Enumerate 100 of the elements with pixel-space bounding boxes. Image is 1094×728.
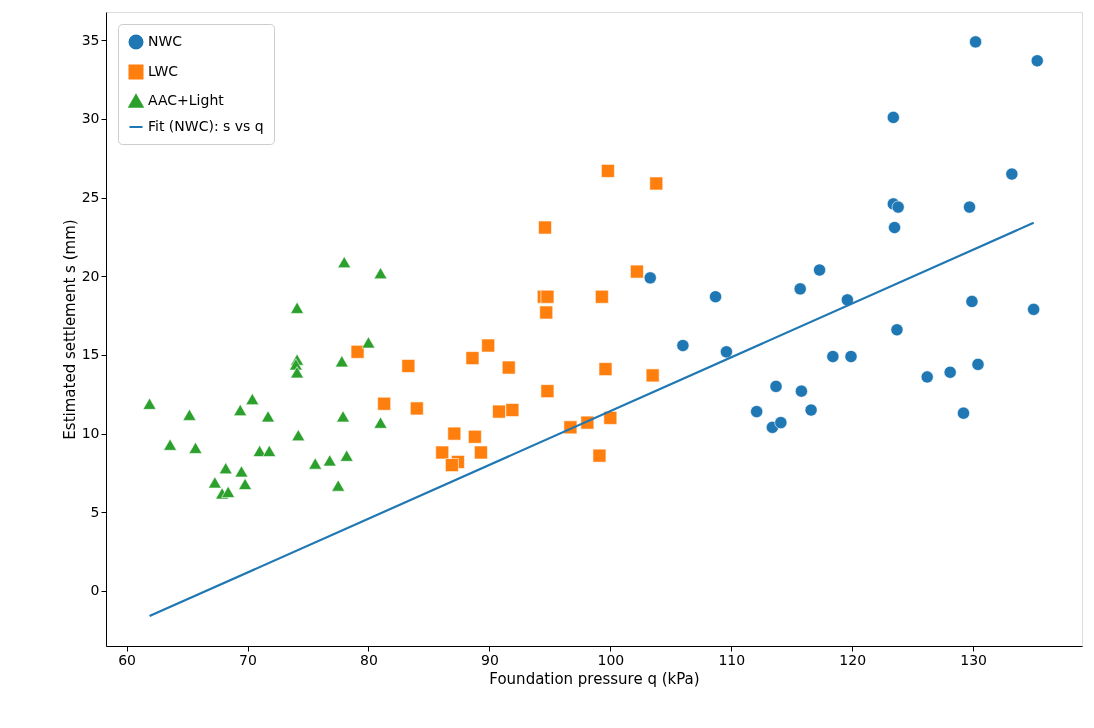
point <box>957 406 970 420</box>
point <box>233 404 248 416</box>
y-tick-label: 30 <box>81 110 100 127</box>
point <box>969 35 982 49</box>
point <box>465 351 480 365</box>
legend-label: AAC+Light <box>148 92 225 108</box>
point <box>322 454 337 467</box>
point <box>290 366 304 379</box>
point <box>794 384 808 398</box>
point <box>971 357 985 371</box>
point <box>886 110 900 124</box>
point <box>252 444 267 457</box>
x-tick-label: 60 <box>118 651 136 668</box>
point <box>750 405 764 418</box>
point <box>774 416 788 430</box>
point <box>965 295 979 308</box>
point <box>890 323 904 337</box>
point <box>262 444 277 457</box>
y-tick-label: 5 <box>90 503 100 520</box>
point <box>595 289 609 304</box>
point <box>331 479 346 492</box>
point <box>474 445 488 460</box>
point <box>182 408 197 421</box>
point <box>920 370 934 384</box>
y-tick-label: 20 <box>81 267 100 284</box>
point <box>888 221 901 234</box>
point <box>481 338 495 353</box>
point <box>492 404 506 419</box>
point <box>826 350 840 363</box>
point <box>769 380 783 393</box>
y-axis-title: Estimated settlement s (mm) <box>60 219 79 440</box>
point <box>540 384 555 398</box>
point <box>336 410 350 423</box>
point <box>218 462 233 475</box>
point <box>447 426 462 441</box>
point <box>844 350 858 363</box>
point <box>603 411 618 425</box>
point <box>630 264 644 279</box>
point <box>291 429 306 442</box>
point <box>234 465 249 478</box>
point <box>676 339 690 352</box>
point <box>840 293 854 307</box>
point <box>468 429 482 444</box>
y-tick-label: 10 <box>81 425 100 442</box>
y-tick-label: 0 <box>90 582 100 599</box>
x-tick-label: 110 <box>718 651 746 668</box>
point <box>208 476 222 489</box>
x-axis-title: Foundation pressure q (kPa) <box>489 669 700 688</box>
point <box>645 368 660 383</box>
point <box>261 410 275 423</box>
point <box>592 448 607 463</box>
point <box>963 200 976 214</box>
point <box>709 290 722 304</box>
legend-label: Fit (NWC): s vs q <box>148 118 264 134</box>
point <box>445 458 459 472</box>
point <box>410 401 424 416</box>
point <box>238 478 252 490</box>
point <box>720 345 733 359</box>
x-tick-label: 120 <box>839 651 867 668</box>
point <box>435 445 450 460</box>
point <box>813 263 826 277</box>
point <box>804 403 818 417</box>
point <box>350 344 365 359</box>
point <box>891 200 905 214</box>
point <box>649 176 664 191</box>
legend-label: LWC <box>148 63 179 79</box>
point <box>538 220 552 235</box>
y-tick-label: 25 <box>81 189 100 206</box>
point <box>505 403 520 417</box>
x-tick-label: 70 <box>239 651 257 668</box>
x-tick-label: 80 <box>360 651 378 668</box>
x-tick-label: 90 <box>480 651 499 668</box>
point <box>308 457 323 470</box>
point <box>943 365 957 379</box>
point <box>221 485 235 498</box>
point <box>188 441 203 454</box>
point <box>373 416 388 429</box>
point <box>337 256 352 269</box>
point <box>335 355 349 368</box>
point <box>601 164 615 178</box>
point <box>373 267 388 280</box>
point <box>290 301 304 314</box>
point <box>163 438 177 451</box>
x-tick-label: 130 <box>960 651 988 668</box>
point <box>501 360 516 375</box>
point <box>339 449 354 462</box>
point <box>361 336 376 349</box>
point <box>643 271 657 285</box>
point <box>377 396 391 411</box>
y-tick-label: 15 <box>81 346 100 363</box>
point <box>539 305 554 320</box>
point <box>1027 302 1041 316</box>
point <box>540 289 555 304</box>
x-tick-label: 100 <box>597 651 625 668</box>
point <box>1030 54 1044 68</box>
point <box>598 362 613 376</box>
point <box>142 397 157 410</box>
point <box>401 359 416 373</box>
point <box>1005 167 1019 181</box>
point <box>245 393 260 405</box>
